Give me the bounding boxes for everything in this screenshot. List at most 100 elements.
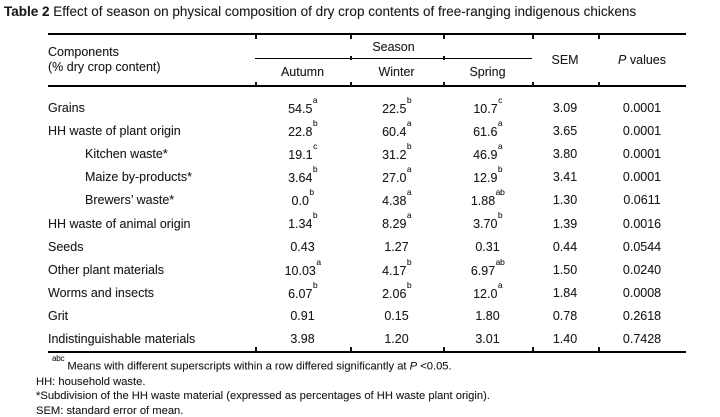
significance-superscript: b xyxy=(406,140,412,151)
sem-value: 1.30 xyxy=(552,193,578,208)
table-row: Worms and insects 6.07b 2.06b 12.0a 1.84 0.00… xyxy=(48,280,686,305)
column-divider-tick xyxy=(598,346,600,351)
significance-superscript: a xyxy=(497,280,503,291)
data-table: Components (% dry crop content) Season S… xyxy=(48,33,687,354)
significance-superscript: b xyxy=(312,117,318,128)
significance-superscript: b xyxy=(406,256,412,267)
season-value: 3.70b xyxy=(473,210,503,232)
season-value: 1.27 xyxy=(384,239,409,254)
season-value: 0.43 xyxy=(290,239,315,254)
footnote-line1-post: <0.05. xyxy=(417,360,452,373)
table-row: Grit 0.91 0.15 1.80 0.78 0.2618 xyxy=(48,305,686,328)
component-label: Other plant materials xyxy=(48,262,165,277)
components-header-line1: Components xyxy=(48,45,119,59)
significance-superscript: b xyxy=(312,280,318,291)
column-divider-tick xyxy=(350,56,352,60)
table-row: Grains 54.5a 22.5b 10.7c 3.09 0.0001 xyxy=(48,86,686,119)
season-value: 46.9a xyxy=(473,140,503,163)
season-value: 22.5b xyxy=(382,94,412,116)
column-divider-tick xyxy=(255,35,257,39)
component-label: Grains xyxy=(48,100,85,115)
significance-superscript: b xyxy=(309,187,314,198)
significance-superscript: b xyxy=(406,280,412,291)
sem-value: 1.39 xyxy=(552,216,578,231)
footnote-line1-text: Means with different superscripts within… xyxy=(64,360,410,373)
p-values-header-rest: values xyxy=(626,53,666,67)
significance-superscript: ab xyxy=(495,187,505,198)
table-caption-text: Effect of season on physical composition… xyxy=(49,4,637,19)
significance-superscript: c xyxy=(313,140,318,151)
season-value: 1.80 xyxy=(475,309,500,324)
table-caption: Table 2 Effect of season on physical com… xyxy=(4,4,636,19)
significance-superscript: ab xyxy=(495,256,505,267)
column-divider-tick xyxy=(350,35,352,39)
significance-superscript: c xyxy=(498,94,503,105)
significance-superscript: a xyxy=(316,256,321,267)
season-value: 60.4a xyxy=(382,117,412,139)
column-divider-tick xyxy=(443,56,445,60)
table-row: Indistinguishable materials 3.98 1.20 3.01 1… xyxy=(48,328,686,352)
p-value: 0.0001 xyxy=(622,146,662,161)
significance-superscript: b xyxy=(406,94,412,105)
season-value: 10.7c xyxy=(473,94,503,116)
season-value: 2.06b xyxy=(382,280,412,302)
footnote-sem: SEM: standard error of mean. xyxy=(36,405,184,417)
sem-header: SEM xyxy=(551,53,579,67)
column-divider-tick xyxy=(598,82,600,86)
p-value: 0.0001 xyxy=(622,123,662,138)
season-value: 1.34b xyxy=(288,210,318,232)
significance-superscript: a xyxy=(406,117,412,128)
season-value: 4.38a xyxy=(382,187,412,209)
footnotes: abc Means with different superscripts wi… xyxy=(36,354,490,417)
season-value: 6.97ab xyxy=(470,256,505,278)
components-header-line2: (% dry crop content) xyxy=(48,60,161,74)
significance-superscript: b xyxy=(497,164,503,175)
sem-value: 3.41 xyxy=(552,170,578,185)
significance-superscript: b xyxy=(312,210,318,221)
component-label: Maize by-products* xyxy=(85,170,192,185)
column-divider-tick xyxy=(350,82,352,86)
column-divider-tick xyxy=(255,82,257,86)
column-divider-tick xyxy=(443,346,445,351)
season-value: 1.20 xyxy=(384,332,409,347)
season-value: 6.07b xyxy=(288,280,318,302)
season-value: 61.6a xyxy=(473,117,503,139)
table-row: Brewers’ waste* 0.0b 4.38a 1.88ab 1.30 0.0611 xyxy=(48,187,686,212)
season-value: 0.91 xyxy=(290,309,315,324)
season-value: 10.03a xyxy=(284,256,321,278)
sem-value: 1.40 xyxy=(552,332,578,347)
season-value: 0.31 xyxy=(475,239,500,254)
table-row: HH waste of plant origin 22.8b 60.4a 61.6a 3… xyxy=(48,117,686,142)
p-value: 0.0016 xyxy=(622,216,662,231)
sem-value: 1.84 xyxy=(552,286,578,301)
p-value: 0.0008 xyxy=(622,286,662,301)
sem-value: 0.44 xyxy=(552,239,578,254)
season-value: 3.98 xyxy=(290,332,315,347)
p-value: 0.0001 xyxy=(622,100,662,115)
season-value: 1.88ab xyxy=(470,187,505,209)
sem-value: 0.78 xyxy=(552,309,578,324)
component-label: HH waste of animal origin xyxy=(48,216,191,231)
column-divider-tick xyxy=(532,35,534,39)
p-value: 0.7428 xyxy=(622,332,662,347)
table-header: Components (% dry crop content) Season S… xyxy=(48,34,687,86)
season-value: 3.64b xyxy=(288,164,318,186)
autumn-column-header: Autumn xyxy=(280,65,325,79)
p-value: 0.0001 xyxy=(622,170,662,185)
season-value: 8.29a xyxy=(382,210,412,232)
table-caption-number: Table 2 xyxy=(4,4,50,19)
significance-superscript: a xyxy=(497,117,503,128)
season-value: 0.0b xyxy=(291,187,315,209)
component-label: Brewers’ waste* xyxy=(85,193,175,208)
column-divider-tick xyxy=(532,346,534,351)
component-label: HH waste of plant origin xyxy=(48,123,181,138)
p-value: 0.0544 xyxy=(622,239,662,254)
season-value: 3.01 xyxy=(475,332,500,347)
column-divider-tick xyxy=(443,82,445,86)
components-header: Components (% dry crop content) xyxy=(48,34,255,86)
season-group-header: Season xyxy=(255,34,533,59)
p-value: 0.2618 xyxy=(622,309,662,324)
significance-superscript: a xyxy=(406,210,412,221)
sem-value: 3.65 xyxy=(552,123,578,138)
